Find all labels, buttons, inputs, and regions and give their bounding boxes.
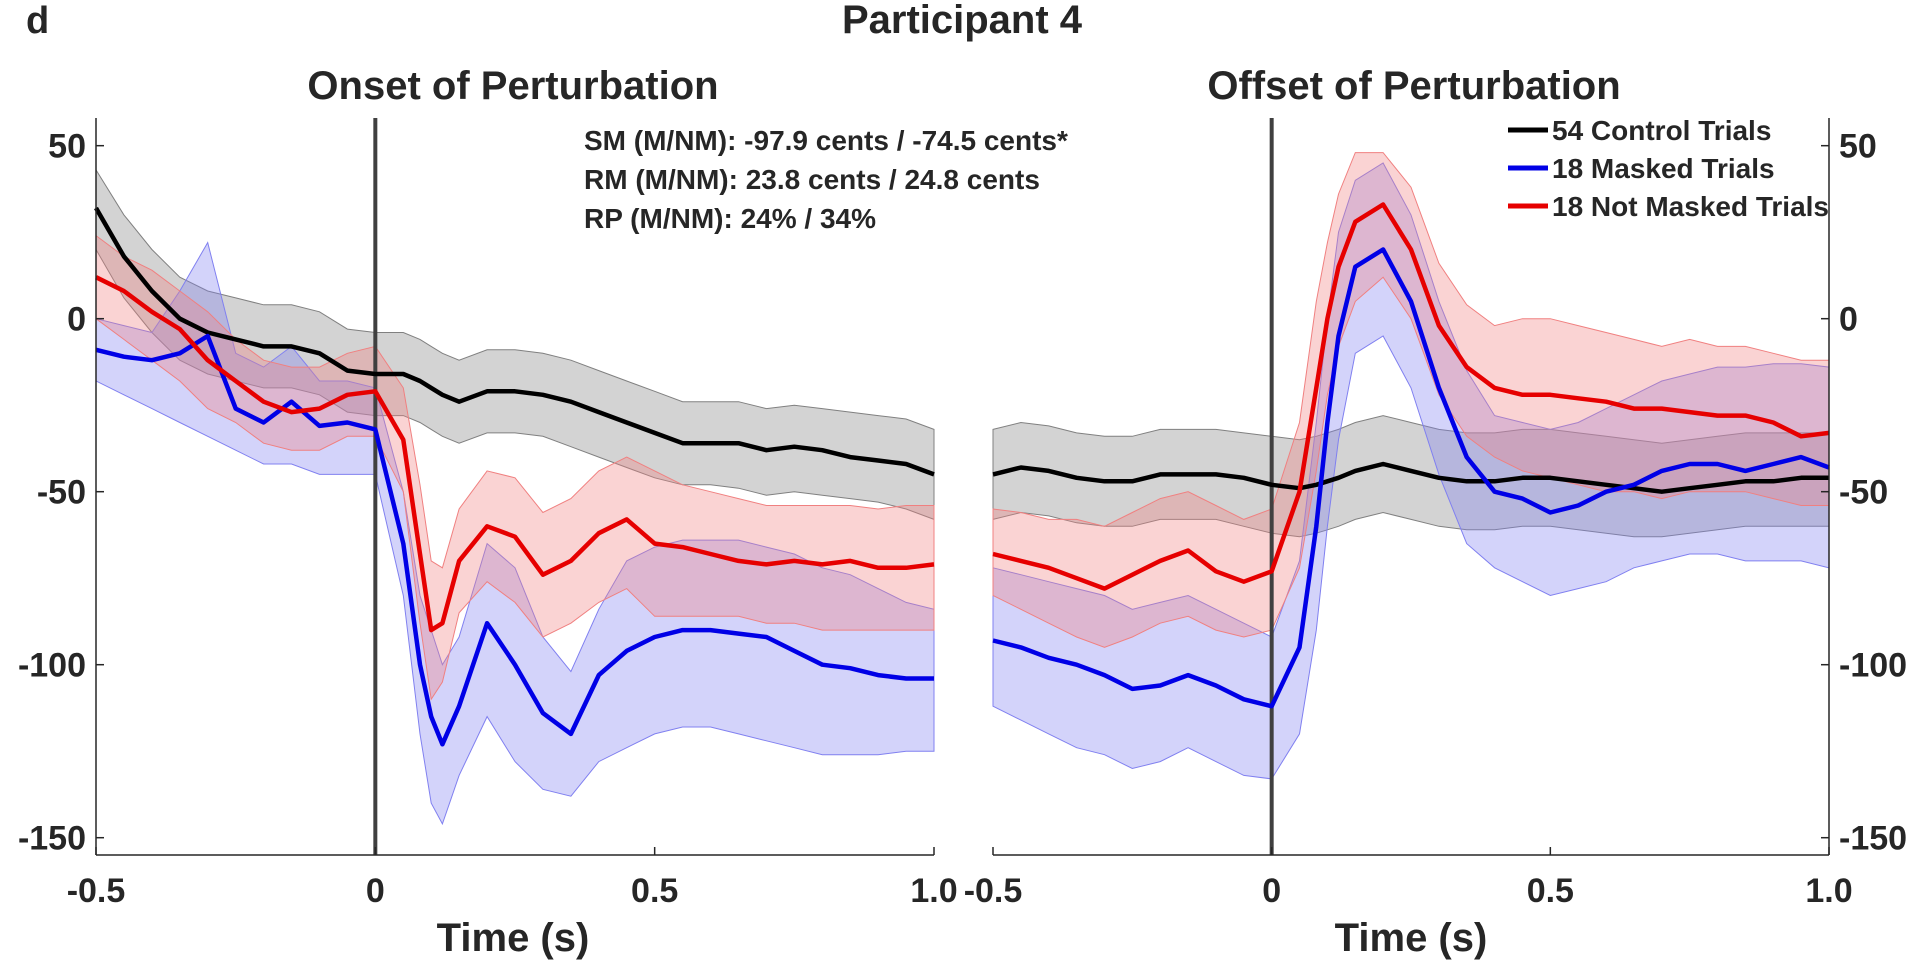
- x-tick-label: 0.5: [1527, 872, 1574, 910]
- panel-title: Onset of Perturbation: [307, 64, 718, 108]
- onset-panel: -0.5 0 0.5 1.0 50 0 -50 -100 -150 Onset of Pertur…: [18, 64, 958, 960]
- annotation-sm: SM (M/NM): -97.9 cents / -74.5 cents*: [584, 125, 1068, 156]
- x-tick-label: 1.0: [910, 872, 957, 910]
- x-axis-label: Time (s): [1335, 916, 1488, 960]
- x-tick-label: 0: [1262, 872, 1281, 910]
- series-line-control: [94, 206, 935, 477]
- y-tick-label: 0: [1839, 301, 1858, 339]
- figure-title: Participant 4: [842, 0, 1083, 42]
- series-line-masked: [95, 333, 934, 747]
- x-tick-label: -0.5: [67, 872, 126, 910]
- legend-label-masked: 18 Masked Trials: [1552, 153, 1775, 184]
- band-not-masked: [992, 152, 1830, 648]
- y-tick-label: -50: [1839, 474, 1888, 512]
- annotation-rm: RM (M/NM): 23.8 cents / 24.8 cents: [584, 164, 1040, 195]
- stats-annotation: SM (M/NM): -97.9 cents / -74.5 cents* RM…: [584, 125, 1068, 234]
- panel-letter: d: [26, 0, 49, 42]
- x-tick-label: 0.5: [631, 872, 678, 910]
- x-tick-label: 0: [366, 872, 385, 910]
- x-tick-label: -0.5: [964, 872, 1023, 910]
- series-line-not-masked: [95, 275, 935, 633]
- y-tick-label: -150: [1839, 820, 1907, 858]
- x-tick-label: 1.0: [1805, 872, 1852, 910]
- annotation-rp: RP (M/NM): 24% / 34%: [584, 203, 876, 234]
- panel-title: Offset of Perturbation: [1207, 64, 1620, 108]
- y-tick-label: 50: [1839, 128, 1877, 166]
- legend-label-control: 54 Control Trials: [1552, 115, 1771, 146]
- legend-label-not-masked: 18 Not Masked Trials: [1552, 191, 1829, 222]
- y-tick-label: -100: [1839, 647, 1907, 685]
- legend: 54 Control Trials 18 Masked Trials 18 No…: [1508, 115, 1829, 222]
- y-tick-label: 0: [67, 301, 86, 339]
- y-tick-label: -150: [18, 820, 86, 858]
- y-tick-label: 50: [48, 128, 86, 166]
- series-line-not-masked: [992, 202, 1830, 591]
- offset-panel: -0.5 0 0.5 1.0 50 0 -50 -100 -150 Offset of Pertu…: [964, 64, 1907, 960]
- series-line-masked: [992, 247, 1830, 709]
- x-axis-label: Time (s): [437, 916, 590, 960]
- series-line-control: [992, 461, 1829, 494]
- y-tick-label: -100: [18, 647, 86, 685]
- y-tick-label: -50: [37, 474, 86, 512]
